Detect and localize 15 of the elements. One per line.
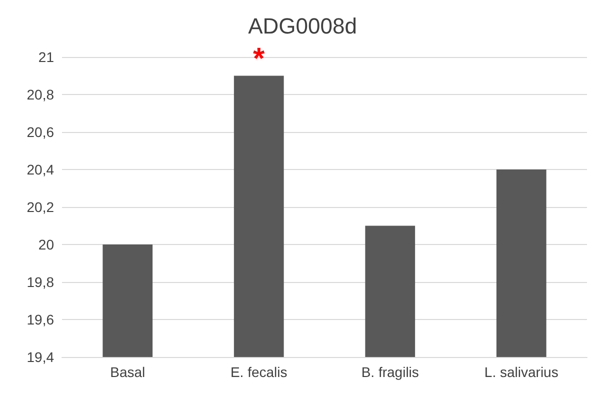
x-tick-label: Basal xyxy=(110,364,146,380)
y-tick-label: 19,6 xyxy=(26,312,54,328)
y-tick-label: 20 xyxy=(38,236,54,252)
y-tick-label: 20,2 xyxy=(26,199,54,215)
y-tick-label: 20,8 xyxy=(26,86,54,102)
y-tick-label: 19,8 xyxy=(26,274,54,290)
y-tick-label: 20,4 xyxy=(26,162,54,178)
x-tick-label: L. salivarius xyxy=(484,364,558,380)
chart-title: ADG0008d xyxy=(248,14,357,38)
x-tick-label: E. fecalis xyxy=(230,364,288,380)
y-tick-label: 20,6 xyxy=(26,124,54,140)
y-tick-label: 21 xyxy=(38,49,54,65)
x-tick-label: B. fragilis xyxy=(361,364,419,380)
y-tick-label: 19,4 xyxy=(26,349,54,365)
annotation: * xyxy=(253,42,266,76)
